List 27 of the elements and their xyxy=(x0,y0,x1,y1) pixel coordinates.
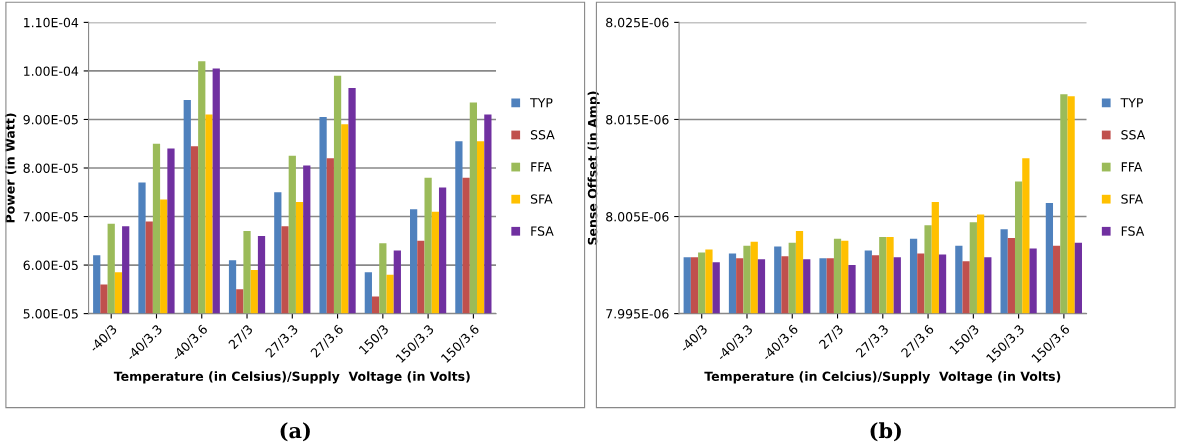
y-tick-label: 8.00E-05 xyxy=(23,163,78,173)
legend-label: FSA xyxy=(531,226,554,236)
legend-label: TYP xyxy=(530,98,553,108)
y-tick-label: 7.00E-05 xyxy=(23,212,78,222)
x-axis-title: Temperature (in Celcius)/Supply Voltage (in Volts) xyxy=(704,371,1061,384)
legend-label: TYP xyxy=(1120,98,1143,108)
y-axis-title: Power (in Watt) xyxy=(5,113,17,223)
y-tick-label: 5.00E-05 xyxy=(23,309,78,319)
legend-label: FSA xyxy=(1121,226,1145,236)
text: (a) xyxy=(280,422,310,442)
y-tick-label: 7.995E-06 xyxy=(606,309,669,319)
legend-label: FFA xyxy=(531,162,552,172)
x-axis-title: Temperature (in Celsius)/Supply Voltage (in Volts) xyxy=(113,371,470,384)
legend-label: SSA xyxy=(530,130,555,140)
y-tick-label: 6.00E-05 xyxy=(23,260,78,270)
y-tick-label: 9.00E-05 xyxy=(23,114,78,125)
legend-label: FFA xyxy=(1121,162,1143,172)
legend-label: SFA xyxy=(1121,194,1144,204)
y-tick-label: 1.10E-04 xyxy=(24,17,79,28)
y-tick-label: 8.025E-06 xyxy=(606,17,669,28)
text: (b) xyxy=(870,422,901,442)
y-axis-title: Sense Offset (in Amp) xyxy=(587,91,600,245)
y-tick-label: 1.00E-04 xyxy=(24,66,79,76)
legend-label: SFA xyxy=(530,194,553,204)
legend-label: SSA xyxy=(1121,130,1146,140)
y-tick-label: 8.015E-06 xyxy=(606,114,669,125)
y-tick-label: 8.005E-06 xyxy=(606,212,669,222)
